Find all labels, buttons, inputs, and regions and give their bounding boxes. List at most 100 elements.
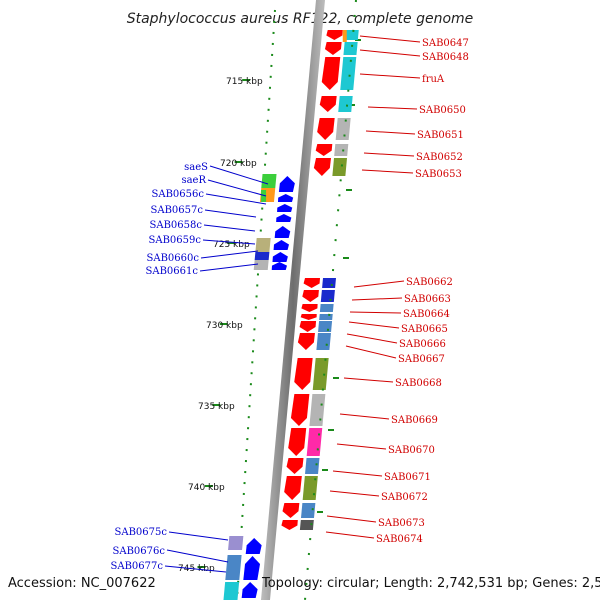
forward-cog-box-8 [320, 290, 335, 302]
scale-labels: 715 kbp 720 kbp 725 kbp 730 kbp 735 kbp … [178, 77, 263, 574]
gene-label-sab0665[interactable]: SAB0665 [401, 324, 448, 335]
scale-ring [197, 9, 361, 600]
reverse-cog-box-3 [254, 252, 270, 260]
gene-label-sab0660c[interactable]: SAB0660c [147, 253, 200, 264]
reverse-cog-ring [223, 174, 277, 600]
scale-label-715: 715 kbp [226, 77, 263, 87]
leader-reverse-0 [209, 165, 269, 185]
forward-cog-box-14 [309, 394, 326, 426]
forward-gene-11 [299, 321, 317, 332]
gene-label-sab0663[interactable]: SAB0663 [404, 294, 451, 305]
leader-forward-13 [343, 377, 394, 383]
reverse-gene-9 [243, 556, 261, 580]
leader-forward-5 [363, 152, 415, 157]
reverse-cog-box-2 [255, 238, 271, 252]
label-leaders [164, 35, 421, 573]
forward-cog-box-extra [342, 30, 347, 42]
gene-label-sab0653[interactable]: SAB0653 [415, 169, 462, 180]
forward-cog-box-6 [332, 158, 348, 176]
leader-forward-7 [353, 280, 405, 288]
forward-cog-box-7 [322, 278, 337, 288]
leader-reverse-7 [199, 263, 259, 272]
reverse-gene-4 [274, 226, 291, 238]
gene-label-sab0647[interactable]: SAB0647 [422, 38, 469, 49]
leader-forward-19 [325, 531, 375, 539]
leader-forward-10 [348, 321, 400, 329]
gene-label-sab0666[interactable]: SAB0666 [399, 339, 446, 350]
gene-label-frua[interactable]: fruA [422, 74, 445, 85]
gene-label-sab0677c[interactable]: SAB0677c [111, 561, 164, 572]
forward-gene-6 [313, 158, 332, 176]
leader-reverse-8 [168, 531, 229, 541]
reverse-gene-0 [278, 176, 295, 192]
forward-gene-7 [303, 278, 321, 288]
forward-cog-box-10 [319, 314, 333, 320]
forward-gene-1 [324, 42, 342, 55]
gene-label-sab0670[interactable]: SAB0670 [388, 445, 435, 456]
scale-label-740: 740 kbp [188, 483, 225, 493]
gene-label-sab0650[interactable]: SAB0650 [419, 105, 466, 116]
accession-text: Accession: NC_007622 [8, 576, 156, 591]
gene-label-sab0657c[interactable]: SAB0657c [151, 205, 204, 216]
gene-label-saes[interactable]: saeS [184, 162, 208, 173]
forward-cog-box-12 [316, 333, 331, 350]
reverse-gene-7 [271, 262, 287, 270]
forward-cog-box-1 [343, 42, 358, 55]
gene-label-sab0656c[interactable]: SAB0656c [152, 189, 205, 200]
forward-gene-15 [288, 428, 307, 456]
leader-forward-1 [359, 49, 421, 57]
forward-gene-labels: SAB0647 SAB0648 fruA SAB0650 SAB0651 SAB… [376, 38, 469, 545]
forward-gene-ring [281, 30, 343, 530]
reverse-cog-box-extra [261, 190, 267, 202]
forward-cog-box-5 [334, 144, 349, 156]
leader-forward-4 [365, 130, 416, 135]
gene-label-sab0667[interactable]: SAB0667 [398, 354, 445, 365]
gene-label-sab0662[interactable]: SAB0662 [406, 277, 453, 288]
leader-forward-0 [359, 35, 421, 43]
reverse-gene-1 [277, 194, 294, 202]
gene-label-sab0652[interactable]: SAB0652 [416, 152, 463, 163]
leader-forward-14 [339, 413, 390, 420]
forward-cog-box-3 [338, 96, 353, 112]
gene-label-sab0658c[interactable]: SAB0658c [150, 220, 203, 231]
gene-label-sab0659c[interactable]: SAB0659c [149, 235, 202, 246]
gene-label-sab0673[interactable]: SAB0673 [378, 518, 425, 529]
leader-forward-2 [359, 73, 421, 79]
gene-label-sab0672[interactable]: SAB0672 [381, 492, 428, 503]
gene-label-sab0669[interactable]: SAB0669 [391, 415, 438, 426]
scale-label-735: 735 kbp [198, 402, 235, 412]
leader-forward-12 [345, 345, 397, 359]
gene-label-sab0676c[interactable]: SAB0676c [113, 546, 166, 557]
leader-forward-15 [336, 443, 387, 450]
reverse-gene-10 [241, 582, 258, 598]
gene-label-sab0664[interactable]: SAB0664 [403, 309, 450, 320]
leader-reverse-5 [202, 239, 256, 245]
scale-label-720: 720 kbp [220, 159, 257, 169]
gene-label-sab0675c[interactable]: SAB0675c [115, 527, 168, 538]
forward-gene-16 [286, 458, 304, 474]
backbone-ring [261, 0, 325, 600]
forward-cog-box-16 [305, 458, 320, 474]
reverse-cog-box-4 [253, 260, 269, 270]
scale-label-730: 730 kbp [206, 321, 243, 331]
reverse-gene-5 [273, 240, 289, 250]
gene-label-sab0651[interactable]: SAB0651 [417, 130, 464, 141]
leader-forward-6 [361, 169, 414, 174]
gene-label-saer[interactable]: saeR [181, 175, 206, 186]
leader-forward-16 [332, 470, 383, 477]
gene-label-sab0668[interactable]: SAB0668 [395, 378, 442, 389]
gene-label-sab0648[interactable]: SAB0648 [422, 52, 469, 63]
leader-reverse-4 [203, 224, 256, 232]
forward-cog-box-0 [344, 30, 359, 40]
forward-cog-box-4 [335, 118, 351, 140]
leader-reverse-10 [164, 565, 227, 573]
map-title: Staphylococcus aureus RF122, complete ge… [127, 11, 474, 27]
leader-forward-9 [349, 311, 402, 314]
gene-label-sab0674[interactable]: SAB0674 [376, 534, 423, 545]
forward-gene-8 [302, 290, 319, 302]
leader-reverse-2 [205, 193, 267, 205]
gene-label-sab0661c[interactable]: SAB0661c [146, 266, 199, 277]
gene-label-sab0671[interactable]: SAB0671 [384, 472, 431, 483]
reverse-gene-8 [245, 538, 262, 554]
